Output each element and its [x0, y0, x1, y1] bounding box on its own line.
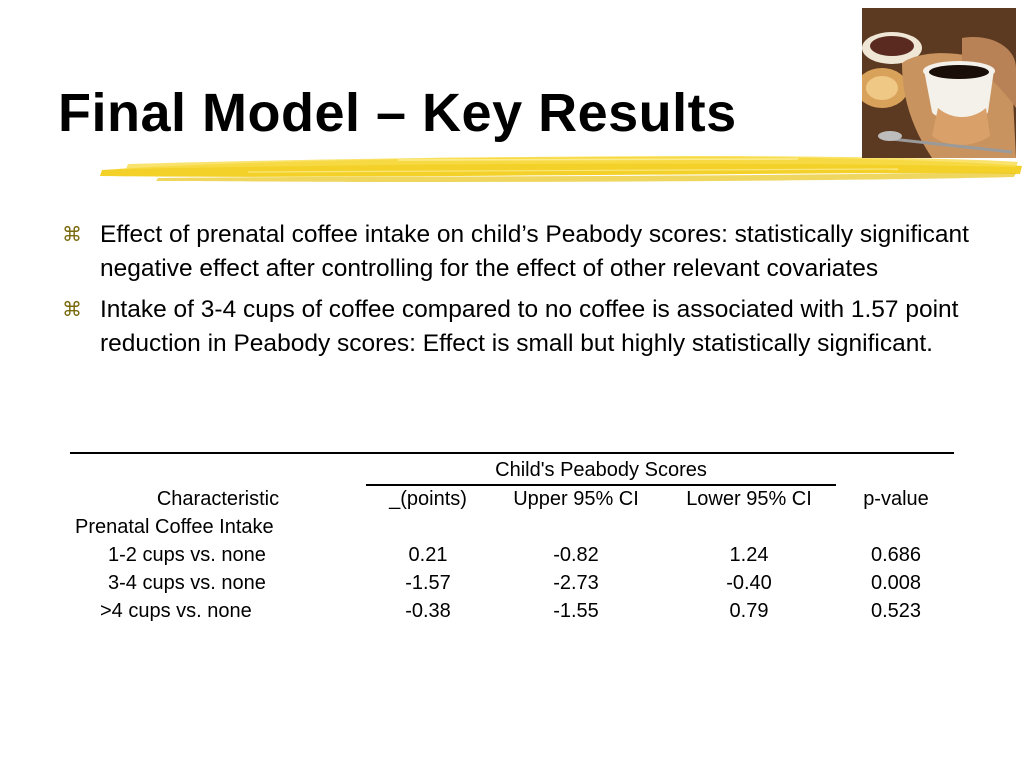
slide-title: Final Model – Key Results — [58, 83, 737, 143]
cell-points: -0.38 — [405, 600, 451, 622]
coffee-cup-photo — [862, 8, 1016, 158]
cell-points: 0.21 — [408, 544, 448, 566]
table-group-rule — [366, 484, 836, 486]
cell-p-value: 0.686 — [870, 544, 922, 566]
row-label: >4 cups vs. none — [100, 600, 252, 622]
column-header-characteristic: Characteristic — [156, 488, 280, 510]
zapf-bullet-icon: ⌘ — [62, 224, 82, 246]
column-header-upper-ci: Upper 95% CI — [513, 488, 639, 510]
row-label: 3-4 cups vs. none — [108, 572, 266, 594]
column-header-lower-ci: Lower 95% CI — [686, 488, 812, 510]
bullet-text: Effect of prenatal coffee intake on chil… — [100, 221, 969, 282]
cell-p-value: 0.523 — [870, 600, 922, 622]
column-header-points: _(points) — [389, 488, 467, 510]
cell-p-value: 0.008 — [870, 572, 922, 594]
bullet-list: ⌘ Effect of prenatal coffee intake on ch… — [62, 218, 972, 368]
cell-upper-ci: -2.73 — [553, 572, 599, 594]
table-group-header: Child's Peabody Scores — [495, 459, 707, 481]
cell-upper-ci: -1.55 — [553, 600, 599, 622]
bullet-item: ⌘ Intake of 3-4 cups of coffee compared … — [62, 293, 972, 361]
zapf-bullet-icon: ⌘ — [62, 299, 82, 321]
table-top-rule — [70, 452, 954, 454]
section-label: Prenatal Coffee Intake — [75, 516, 274, 538]
cell-lower-ci: -0.40 — [726, 572, 772, 594]
cell-points: -1.57 — [405, 572, 451, 594]
cell-lower-ci: 0.79 — [729, 600, 769, 622]
highlighter-stroke — [100, 156, 1022, 182]
cell-lower-ci: 1.24 — [729, 544, 769, 566]
cell-upper-ci: -0.82 — [553, 544, 599, 566]
bullet-item: ⌘ Effect of prenatal coffee intake on ch… — [62, 218, 972, 286]
bullet-text: Intake of 3-4 cups of coffee compared to… — [100, 296, 959, 357]
row-label: 1-2 cups vs. none — [108, 544, 266, 566]
column-header-p-value: p-value — [863, 488, 929, 510]
